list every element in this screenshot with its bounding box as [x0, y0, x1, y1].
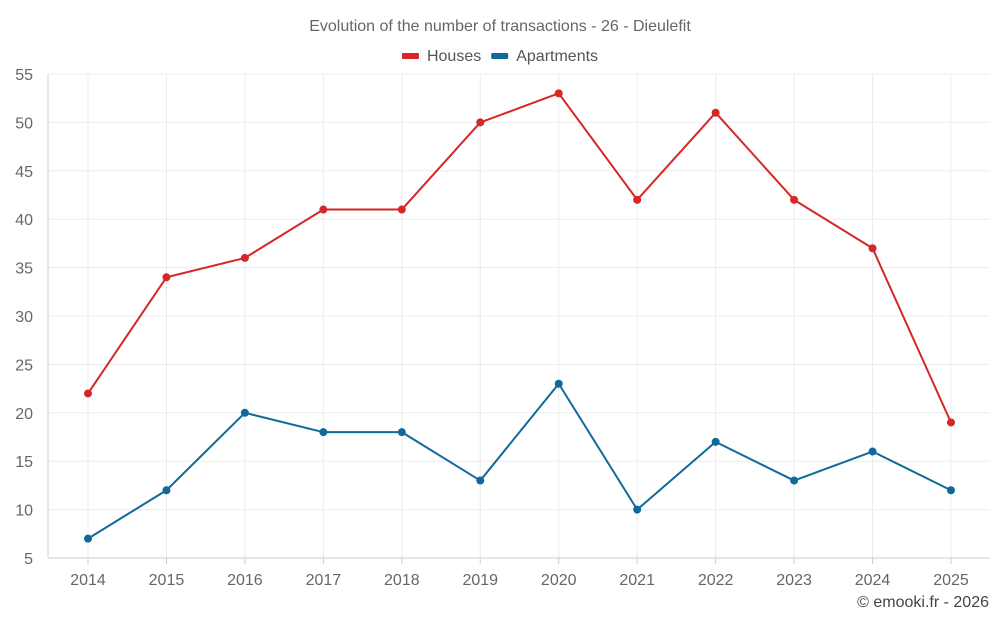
data-point-apartments[interactable]: [947, 486, 955, 495]
x-tick-label: 2014: [70, 572, 106, 589]
x-tick-label: 2015: [149, 572, 185, 589]
data-point-houses[interactable]: [397, 205, 406, 214]
legend-item-houses[interactable]: Houses: [401, 48, 481, 65]
legend-swatch: [491, 53, 509, 59]
data-point-apartments[interactable]: [554, 379, 563, 388]
x-tick-label: 2021: [619, 572, 655, 589]
grid: [48, 73, 990, 558]
data-point-houses[interactable]: [633, 195, 642, 204]
y-tick-label: 40: [15, 212, 33, 229]
data-point-houses[interactable]: [84, 389, 92, 398]
data-point-houses[interactable]: [162, 273, 171, 282]
data-point-houses[interactable]: [319, 205, 328, 214]
data-point-houses[interactable]: [868, 244, 877, 253]
y-tick-label: 30: [15, 309, 33, 326]
x-tick-label: 2016: [227, 572, 263, 589]
y-tick-label: 55: [15, 67, 33, 84]
legend-label: Houses: [427, 48, 481, 65]
y-tick-label: 20: [15, 406, 33, 423]
data-point-apartments[interactable]: [397, 428, 406, 437]
data-point-apartments[interactable]: [476, 476, 485, 485]
legend[interactable]: Houses Apartments: [401, 48, 598, 65]
data-point-houses[interactable]: [790, 195, 799, 204]
x-tick-label: 2019: [462, 572, 498, 589]
y-tick-label: 45: [15, 164, 33, 181]
data-point-apartments[interactable]: [790, 476, 799, 485]
x-tick-label: 2018: [384, 572, 420, 589]
y-tick-label: 35: [15, 261, 33, 278]
y-tick-label: 15: [15, 454, 33, 471]
chart-title: Evolution of the number of transactions …: [309, 18, 691, 35]
copyright-text: © emooki.fr - 2026: [857, 594, 989, 611]
data-point-apartments[interactable]: [162, 486, 171, 495]
data-point-houses[interactable]: [476, 118, 485, 127]
data-point-houses[interactable]: [711, 108, 720, 117]
data-point-houses[interactable]: [947, 418, 955, 427]
y-tick-label: 25: [15, 357, 33, 374]
data-point-houses[interactable]: [240, 253, 249, 262]
x-tick-label: 2022: [698, 572, 734, 589]
legend-label: Apartments: [516, 48, 598, 65]
data-point-apartments[interactable]: [240, 408, 249, 417]
x-tick-label: 2017: [306, 572, 342, 589]
legend-swatch: [401, 53, 419, 59]
data-point-apartments[interactable]: [633, 505, 642, 514]
legend-item-apartments[interactable]: Apartments: [491, 48, 598, 65]
data-point-houses[interactable]: [554, 89, 563, 98]
x-tick-label: 2023: [776, 572, 812, 589]
data-point-apartments[interactable]: [711, 437, 720, 446]
y-tick-label: 50: [15, 115, 33, 132]
series-line-apartments: [87, 382, 952, 540]
series-layer: [84, 89, 955, 543]
data-point-apartments[interactable]: [84, 534, 92, 543]
x-tick-label: 2020: [541, 572, 577, 589]
series-line-houses: [87, 92, 952, 423]
y-tick-label: 5: [24, 551, 33, 568]
x-tick-label: 2025: [933, 572, 969, 589]
data-point-apartments[interactable]: [319, 428, 328, 437]
y-tick-label: 10: [15, 503, 33, 520]
data-point-apartments[interactable]: [868, 447, 877, 456]
x-tick-label: 2024: [855, 572, 891, 589]
